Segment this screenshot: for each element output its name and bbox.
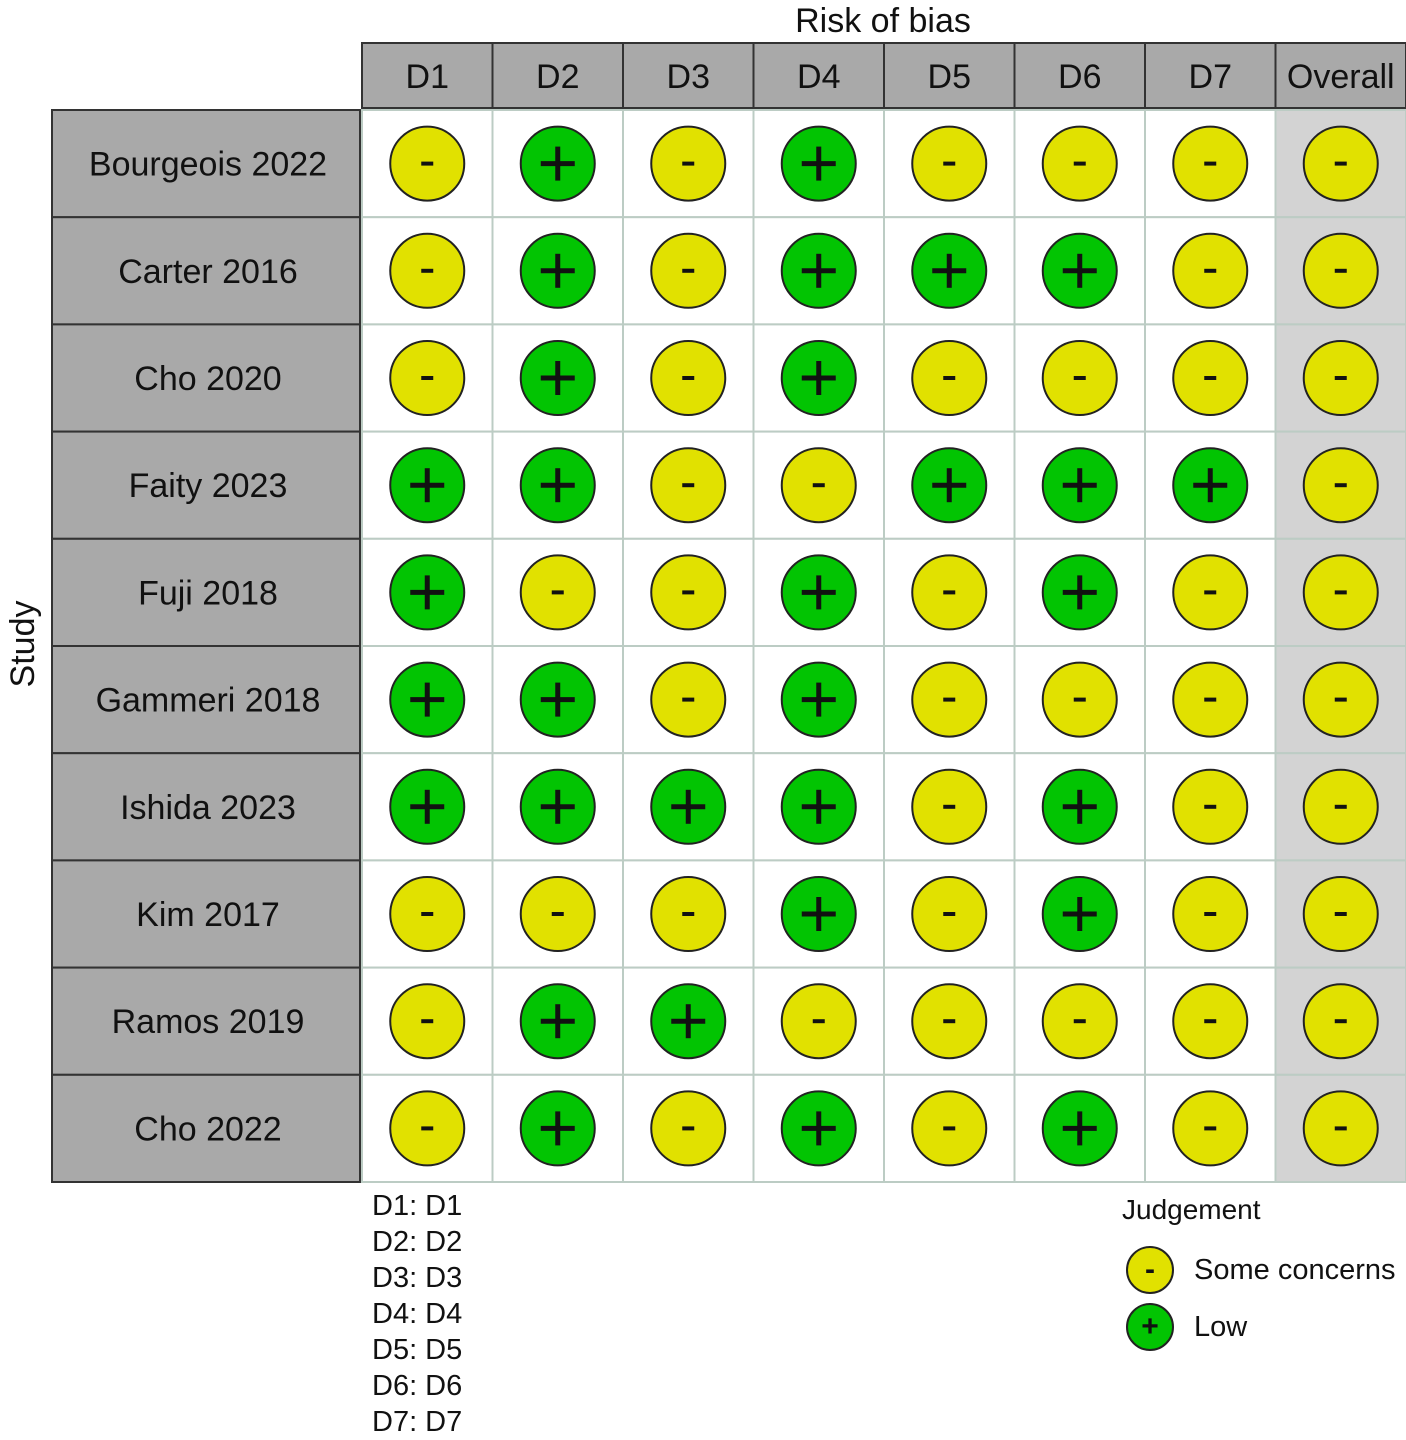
domain-header-label: Overall	[1287, 58, 1395, 96]
chart-title: Risk of bias	[795, 2, 971, 40]
domain-key-item: D1: D1	[372, 1188, 462, 1224]
some-concerns-icon: -	[1126, 1246, 1174, 1294]
y-axis-label: Study	[4, 601, 42, 688]
domain-key-item: D6: D6	[372, 1368, 462, 1404]
low-risk-icon: +	[1126, 1303, 1174, 1351]
study-label: Faity 2023	[129, 467, 288, 505]
study-label: Ishida 2023	[120, 789, 296, 827]
domain-header-label: D2	[536, 58, 579, 96]
legend-label: Low	[1194, 1311, 1247, 1344]
study-label: Gammeri 2018	[96, 682, 321, 720]
study-label: Bourgeois 2022	[89, 146, 327, 184]
domain-header-label: D7	[1189, 58, 1232, 96]
study-label: Cho 2020	[134, 360, 281, 398]
domain-key-item: D5: D5	[372, 1332, 462, 1368]
domain-header-label: D6	[1058, 58, 1101, 96]
legend-item-low: + Low	[1126, 1303, 1247, 1351]
study-label: Fuji 2018	[138, 574, 278, 612]
risk-of-bias-chart: Risk of bias Study D1 D2 D3 D4 D5 D6 D7 Overall…	[0, 0, 1406, 1185]
judgement-legend-title: Judgement	[1122, 1194, 1261, 1226]
domain-header-label: D1	[406, 58, 449, 96]
domain-key-item: D7: D7	[372, 1404, 462, 1440]
domain-header-label: D3	[667, 58, 710, 96]
domain-header-label: D5	[928, 58, 971, 96]
domain-key-item: D3: D3	[372, 1260, 462, 1296]
domain-key-item: D2: D2	[372, 1224, 462, 1260]
legend-label: Some concerns	[1194, 1254, 1396, 1287]
judgement-grid	[362, 110, 1406, 1182]
study-label: Ramos 2019	[112, 1003, 305, 1041]
study-label: Cho 2022	[134, 1110, 281, 1148]
domain-key: D1: D1 D2: D2 D3: D3 D4: D4 D5: D5 D6: D…	[372, 1188, 462, 1440]
domain-key-item: D4: D4	[372, 1296, 462, 1332]
legend-item-some-concerns: - Some concerns	[1126, 1246, 1396, 1294]
domain-header-row: D1 D2 D3 D4 D5 D6 D7 Overall	[362, 43, 1406, 108]
domain-header-label: D4	[797, 58, 840, 96]
study-label: Carter 2016	[118, 253, 298, 291]
study-label: Kim 2017	[136, 896, 280, 934]
study-label-column: Bourgeois 2022 Carter 2016 Cho 2020 Faity 2…	[52, 110, 360, 1182]
